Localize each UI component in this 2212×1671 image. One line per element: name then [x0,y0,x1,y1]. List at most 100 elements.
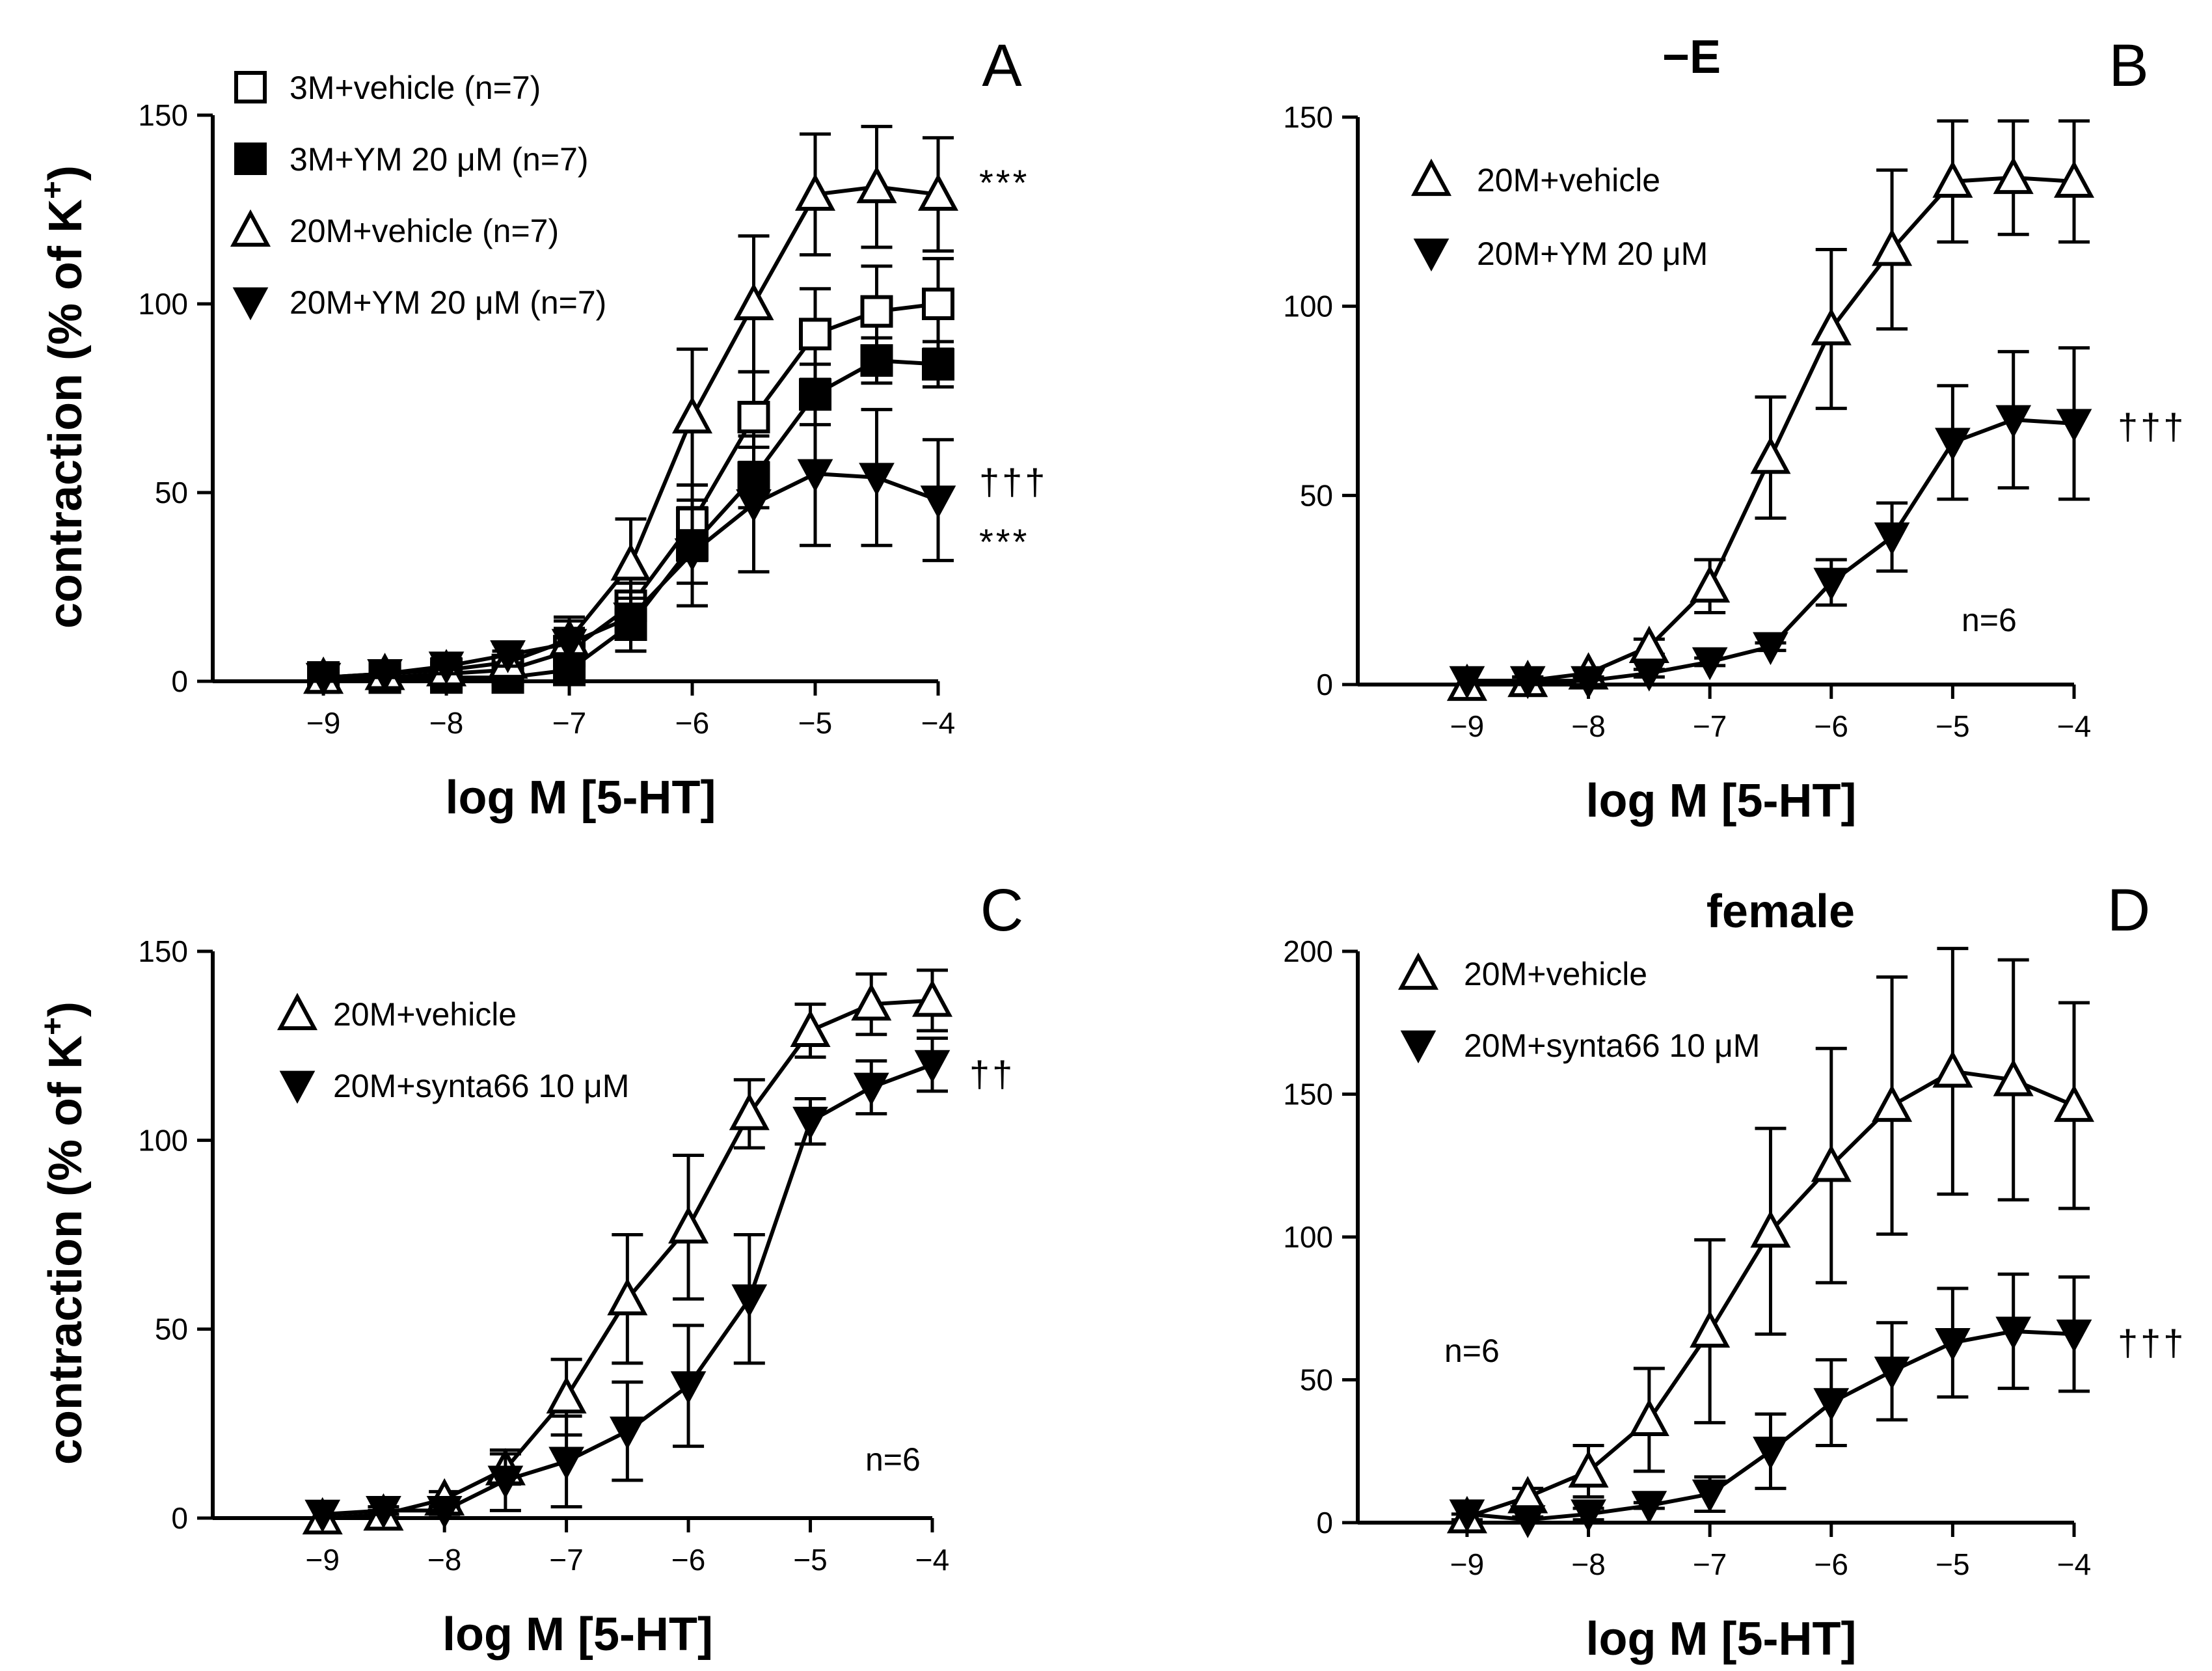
data-point [1509,666,1546,700]
data-point [922,347,954,381]
data-point [426,1495,463,1529]
data-point [1932,160,1973,198]
data-point [1750,436,1791,474]
data-point [860,344,893,377]
n-label: n=6 [1962,602,2017,638]
y-tick-label: 100 [138,287,188,321]
legend-marker [234,143,267,175]
data-point [2056,1319,2092,1353]
significance-mark: ††† [2118,406,2186,447]
legend-label: 3M+vehicle (n=7) [290,70,541,106]
chart-panel-b: −9 −8 −7 −6 −5 −4 0 50 100 150 log M [5-HT] B −E 20M+… [1283,31,2186,827]
y-axis-title-sup: + [36,181,70,199]
x-tick-label: −7 [1693,1547,1727,1581]
data-point [1935,428,1971,461]
data-point [1571,1499,1606,1533]
y-axis-title-close: ) [40,165,92,181]
x-tick-label: −5 [793,1543,827,1577]
y-tick-label: 200 [1283,934,1333,968]
legend-label: 20M+vehicle [1477,162,1660,198]
x-tick-label: −4 [915,1543,949,1577]
data-point [1692,647,1728,681]
x-axis-title: log M [5-HT] [1586,1613,1857,1665]
data-point [610,1417,645,1450]
data-point [1813,1388,1850,1421]
legend-label: 20M+YM 20 μM (n=7) [290,284,606,321]
significance-mark: *** [979,521,1029,562]
x-tick-label: −8 [427,1543,461,1577]
significance-mark: *** [979,162,1029,203]
y-tick-label: 100 [1283,1220,1333,1254]
data-point [920,485,956,519]
legend-label: 20M+synta66 10 μM [1464,1027,1760,1064]
data-point [860,295,893,328]
series-triangle-down-filled [305,400,956,696]
panel-title: female [1706,886,1855,938]
x-axis-title: log M [5-HT] [442,1609,713,1661]
data-point [304,1499,341,1533]
legend-marker [276,992,318,1031]
data-point [305,662,342,696]
data-point [613,603,649,636]
x-axis-title: log M [5-HT] [1586,775,1857,827]
data-point [914,1050,951,1083]
series-triangle-down-filled [1449,1272,2092,1538]
data-point [670,1371,707,1404]
data-point [1750,1210,1791,1248]
x-tick-label: −9 [305,1543,339,1577]
y-tick-label: 100 [138,1123,188,1157]
data-point [668,1206,709,1243]
data-point [1628,1398,1669,1437]
data-point [792,1106,828,1140]
data-point [367,659,403,692]
y-axis-title-sup: + [36,1017,70,1035]
data-point [917,173,959,211]
series-triangle-down-filled [1449,346,2092,700]
x-tick-label: −7 [1693,709,1727,743]
data-point [1631,659,1667,692]
data-point [731,1284,768,1318]
panel-letter: B [2109,33,2148,99]
data-point [548,1447,584,1480]
legend-marker [1397,952,1439,990]
significance-mark: ††† [979,461,1047,502]
legend-marker [1400,1030,1436,1064]
series-triangle-up-open [1446,947,2095,1534]
data-point [1811,1144,1852,1182]
data-point [1995,405,2032,439]
y-tick-label: 50 [155,476,188,509]
x-tick-label: −5 [798,706,832,740]
data-point [2056,409,2092,442]
data-point [1874,522,1910,556]
x-tick-label: −9 [1450,1547,1484,1581]
x-axis-title: log M [5-HT] [446,772,716,824]
data-point [851,983,892,1021]
data-point [674,538,710,572]
legend-marker [232,287,269,321]
legend-label: 3M+YM 20 μM (n=7) [290,141,589,178]
legend-marker [1413,238,1450,272]
data-point [546,1376,587,1414]
data-point [797,459,833,493]
data-point [1690,1310,1731,1348]
x-tick-label: −5 [1936,709,1969,743]
x-tick-label: −9 [306,706,340,740]
data-point [607,1277,648,1316]
data-point [428,651,465,685]
y-tick-label: 50 [1300,1363,1333,1397]
y-tick-label: 150 [138,98,188,132]
data-point [1935,1328,1971,1361]
legend-label: 20M+vehicle (n=7) [290,213,559,249]
series-triangle-down-filled [304,1037,951,1533]
y-tick-label: 50 [1300,478,1333,512]
y-axis-title-close: ) [40,1001,92,1017]
significance-mark: ††† [2118,1322,2186,1363]
legend-marker [230,209,271,247]
y-tick-label: 0 [1316,1506,1333,1540]
data-point [1631,1491,1667,1524]
data-point [733,282,774,321]
data-point [2053,160,2095,198]
data-point [856,165,897,204]
chart-panel-c: −9 −8 −7 −6 −5 −4 0 50 100 150 log M [5-HT] contrac… [36,877,1023,1661]
